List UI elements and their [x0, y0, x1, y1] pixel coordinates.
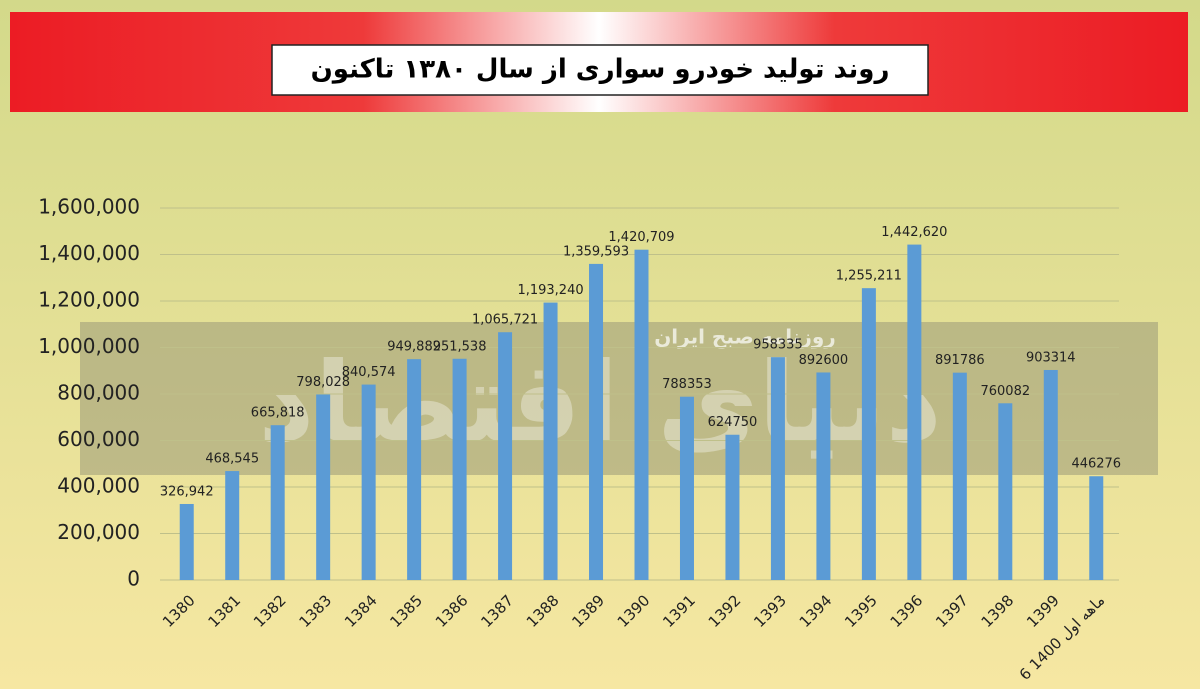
y-tick-label: 1,200,000	[38, 288, 140, 312]
bar	[361, 384, 376, 580]
bar	[1089, 476, 1104, 580]
data-label: 788353	[662, 377, 712, 392]
data-label: 326,942	[160, 484, 214, 499]
data-label: 665,818	[251, 406, 305, 421]
data-label: 949,882	[387, 340, 441, 355]
y-tick-label: 800,000	[57, 381, 140, 405]
y-tick-label: 1,400,000	[38, 241, 140, 265]
data-label: 840,574	[342, 365, 396, 380]
data-label: 1,442,620	[881, 225, 947, 240]
data-label: 760082	[980, 384, 1030, 399]
bar	[998, 403, 1013, 580]
data-label: 446276	[1071, 457, 1121, 472]
data-label: 1,193,240	[517, 283, 583, 298]
y-tick-label: 0	[127, 567, 140, 591]
y-tick-label: 200,000	[57, 520, 140, 544]
bar	[543, 302, 558, 580]
bar	[452, 358, 467, 580]
watermark-text: روزنامه صبح ایران	[654, 325, 836, 349]
bar	[179, 503, 194, 580]
data-label: 892600	[799, 353, 849, 368]
plot-area: 0 200,000 400,000 600,000 800,000 1,000,000 1,…	[38, 195, 1121, 684]
y-tick-label: 1,000,000	[38, 334, 140, 358]
bar	[816, 372, 831, 580]
data-label: 1,359,593	[563, 244, 629, 259]
chart-title: روند تولید خودرو سواری از سال ۱۳۸۰ تاکنو…	[311, 55, 890, 85]
data-label: 1,255,211	[836, 269, 902, 284]
data-label: 903314	[1026, 350, 1076, 365]
data-label: 1,065,721	[472, 313, 538, 328]
bar	[725, 434, 740, 580]
bar	[1043, 369, 1058, 580]
bar	[270, 425, 285, 580]
bar	[498, 332, 513, 580]
bar	[407, 359, 422, 580]
data-label: 624750	[708, 415, 758, 430]
bar	[907, 244, 922, 580]
data-label: 891786	[935, 353, 985, 368]
data-label: 798,028	[296, 375, 350, 390]
y-tick-label: 400,000	[57, 474, 140, 498]
bar	[679, 396, 694, 580]
data-label: 958335	[753, 338, 803, 353]
bar	[225, 471, 240, 580]
bar	[770, 357, 785, 580]
bar	[634, 249, 649, 580]
data-label: 468,545	[205, 452, 259, 467]
y-tick-label: 600,000	[57, 427, 140, 451]
bar	[589, 263, 604, 580]
bar	[952, 372, 967, 580]
bar	[861, 288, 876, 580]
title-box	[271, 44, 929, 96]
y-tick-label: 1,600,000	[38, 195, 140, 219]
bar	[316, 394, 331, 580]
data-label: 951,538	[433, 339, 487, 354]
data-label: 1,420,709	[608, 230, 674, 245]
